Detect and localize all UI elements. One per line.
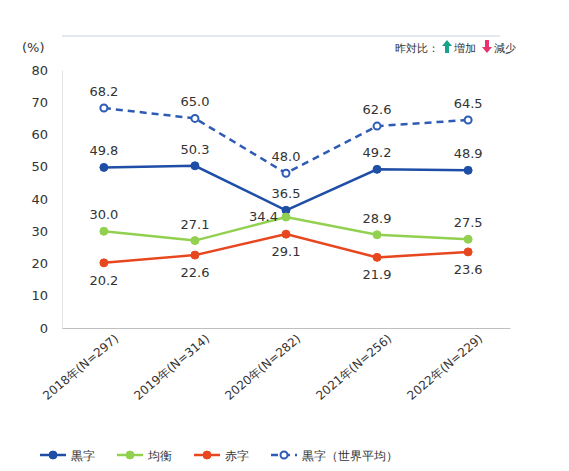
series-marker [191, 237, 199, 245]
series-marker [100, 259, 108, 267]
series-line [104, 108, 468, 173]
x-axis-line [63, 328, 511, 329]
legend-marker [49, 451, 57, 459]
data-label: 49.2 [363, 145, 392, 160]
data-label: 36.5 [272, 186, 301, 201]
series-line [104, 166, 468, 211]
y-tick: 40 [31, 192, 62, 207]
series-marker [282, 230, 290, 238]
data-label: 30.0 [89, 207, 118, 222]
y-tick: 60 [31, 127, 62, 142]
series-marker [464, 235, 472, 243]
x-axis: 2018年(N=297)2019年(N=314)2020年(N=282)2021… [40, 328, 510, 403]
series-marker [464, 248, 472, 256]
series-marker [191, 251, 199, 259]
y-tick-label: 0 [40, 321, 48, 336]
y-tick-label: 80 [31, 63, 48, 78]
legend-label: 均衡 [147, 449, 172, 463]
x-tick-label: 2022年(N=229) [404, 332, 485, 403]
data-labels: 49.8 50.3 36.5 49.2 48.9 30.0 27.1 34.4 28.9 27.5… [89, 84, 482, 288]
down-arrow-icon [482, 40, 492, 53]
legend-item: 黒字 [40, 449, 95, 463]
y-axis-line [62, 71, 63, 329]
series-marker [100, 105, 107, 112]
x-tick: 2019年(N=314) [131, 328, 212, 403]
data-label: 64.5 [454, 96, 483, 111]
series-marker [465, 116, 472, 123]
y-tick: 30 [31, 224, 62, 239]
y-tick: 20 [31, 256, 62, 271]
y-tick-label: 60 [31, 127, 48, 142]
series-marker [100, 163, 108, 171]
x-tick: 2022年(N=229) [404, 328, 485, 403]
data-label: 50.3 [180, 142, 209, 157]
data-label: 20.2 [89, 273, 118, 288]
data-label: 22.6 [180, 265, 209, 280]
data-label: 34.4 [249, 209, 278, 224]
legend-marker [281, 452, 288, 459]
data-label: 21.9 [363, 267, 392, 282]
y-tick: 80 [31, 63, 62, 78]
header-rule [62, 36, 500, 37]
series-marker [374, 123, 381, 130]
data-label: 27.1 [180, 217, 209, 232]
series-marker [100, 227, 108, 235]
x-tick-label: 2021年(N=256) [313, 332, 394, 403]
up-arrow-icon [442, 40, 452, 53]
x-tick-label: 2018年(N=297) [40, 332, 121, 403]
x-tick: 2018年(N=297) [40, 328, 121, 403]
data-label: 48.9 [454, 146, 483, 161]
annotation: 昨対比： [395, 42, 439, 55]
y-axis: 0 10 20 30 40 50 60 70 80 [31, 63, 62, 336]
x-tick-label: 2019年(N=314) [131, 332, 212, 403]
y-tick: 0 [40, 321, 62, 336]
series-marker [373, 231, 381, 239]
series-marker [282, 213, 290, 221]
plot-area [100, 105, 472, 267]
data-label: 48.0 [272, 149, 301, 164]
y-axis-label: (%) [22, 40, 45, 55]
y-tick-label: 10 [31, 288, 48, 303]
x-tick: 2021年(N=256) [313, 328, 394, 403]
series-marker [373, 253, 381, 261]
annotation: 増加 [453, 42, 476, 55]
y-tick: 50 [31, 159, 62, 174]
legend-item: 黒字（世界平均） [271, 449, 398, 463]
data-label: 49.8 [89, 143, 118, 158]
data-label: 23.6 [454, 262, 483, 277]
legend-item: 赤字 [194, 449, 249, 463]
y-tick: 70 [31, 95, 62, 110]
data-label: 29.1 [272, 244, 301, 259]
data-label: 62.6 [363, 102, 392, 117]
data-label: 65.0 [180, 94, 209, 109]
legend-marker [126, 451, 134, 459]
series-marker [464, 166, 472, 174]
y-tick: 10 [31, 288, 62, 303]
legend-label: 黒字（世界平均） [302, 449, 398, 463]
chart: (%) 昨対比： 増加 減少 0 10 20 30 40 50 60 70 80 2018年(N=297)… [0, 0, 569, 471]
y-tick-label: 20 [31, 256, 48, 271]
annotation: 減少 [494, 42, 516, 55]
legend-label: 黒字 [71, 449, 95, 463]
legend: 黒字 均衡 赤字 黒字（世界平均） [40, 449, 398, 463]
yoy-note: 昨対比： 増加 減少 [395, 40, 516, 55]
series-marker [373, 165, 381, 173]
y-tick-label: 70 [31, 95, 48, 110]
y-tick-label: 50 [31, 159, 48, 174]
series-marker [191, 162, 199, 170]
legend-label: 赤字 [225, 449, 249, 463]
series-marker [283, 170, 290, 177]
x-tick: 2020年(N=282) [222, 328, 303, 403]
legend-marker [203, 451, 211, 459]
data-label: 28.9 [363, 211, 392, 226]
y-tick-label: 30 [31, 224, 48, 239]
legend-item: 均衡 [117, 449, 172, 463]
series-marker [191, 115, 198, 122]
y-tick-label: 40 [31, 192, 48, 207]
data-label: 68.2 [89, 84, 118, 99]
data-label: 27.5 [454, 215, 483, 230]
x-tick-label: 2020年(N=282) [222, 332, 303, 403]
